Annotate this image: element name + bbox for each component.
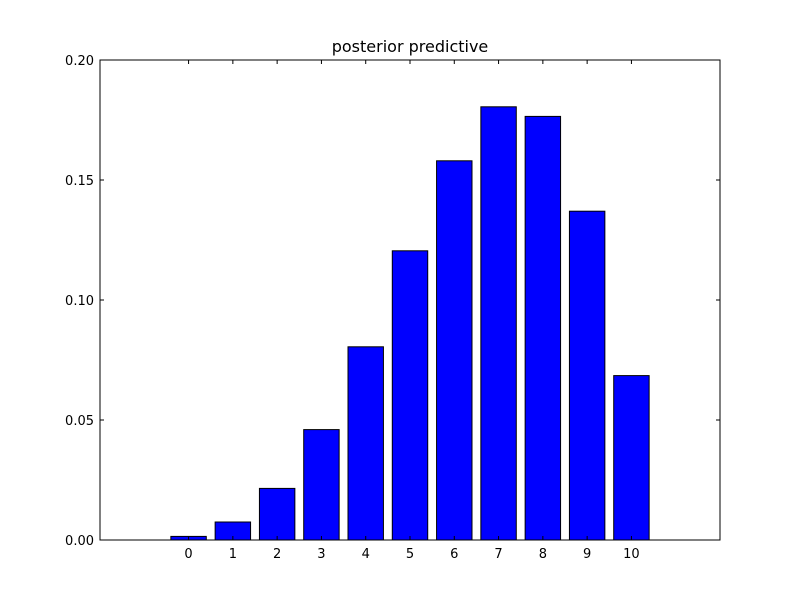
x-tick-label: 8 — [539, 547, 547, 562]
bar-5 — [391, 250, 429, 541]
bar-2 — [258, 487, 296, 541]
bar-10 — [613, 375, 650, 541]
bar-3 — [303, 429, 340, 541]
y-tick-label: 0.15 — [65, 174, 94, 189]
x-tick-label: 7 — [494, 547, 502, 562]
x-tick-label: 6 — [450, 547, 458, 562]
bar-9 — [568, 210, 606, 541]
x-tick-label: 0 — [184, 547, 192, 562]
bar-4 — [347, 346, 384, 541]
bar-6 — [436, 160, 473, 541]
bar-7 — [480, 106, 517, 541]
x-tick-label: 9 — [583, 547, 591, 562]
chart-title: posterior predictive — [332, 37, 489, 56]
y-axis: 0.00 0.05 0.10 0.15 0.20 — [65, 54, 720, 549]
x-tick-label: 2 — [273, 547, 281, 562]
y-tick-label: 0.00 — [65, 534, 94, 549]
x-axis: 0 1 2 3 4 5 6 7 8 9 10 — [184, 60, 640, 562]
x-tick-label: 5 — [406, 547, 414, 562]
bar-8 — [524, 115, 562, 541]
y-tick-label: 0.20 — [65, 54, 94, 69]
y-tick-label: 0.10 — [65, 294, 94, 309]
x-tick-label: 1 — [229, 547, 237, 562]
bars — [170, 106, 650, 541]
x-tick-label: 4 — [362, 547, 370, 562]
x-tick-label: 3 — [317, 547, 325, 562]
x-tick-label: 10 — [623, 547, 640, 562]
y-tick-label: 0.05 — [65, 414, 94, 429]
